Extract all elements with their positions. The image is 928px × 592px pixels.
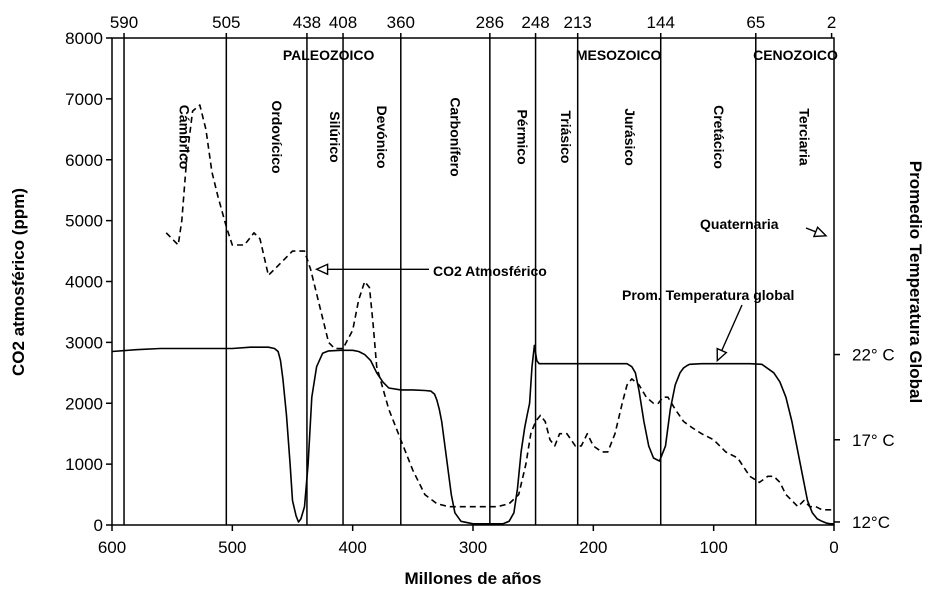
period-label: Silúrico — [327, 111, 343, 162]
right-axis-title: Promedio Temperatura Global — [906, 161, 925, 403]
right-tick-label: 12°C — [852, 513, 890, 532]
y-tick-label: 7000 — [65, 90, 103, 109]
top-tick-label: 505 — [212, 13, 240, 32]
top-tick-label: 248 — [521, 13, 549, 32]
x-axis-title: Millones de años — [405, 569, 542, 588]
period-label: Jurásico — [622, 108, 638, 166]
x-tick-label: 300 — [459, 538, 487, 557]
temperature-annotation-label: Prom. Temperatura global — [622, 287, 794, 303]
x-tick-label: 200 — [579, 538, 607, 557]
period-label: Carbonífero — [447, 97, 463, 176]
period-label: Cámbrico — [177, 105, 193, 170]
era-label: MESOZOICO — [576, 47, 662, 63]
x-tick-label: 0 — [829, 538, 838, 557]
y-tick-label: 0 — [94, 516, 103, 535]
period-label: Ordovícico — [269, 100, 285, 173]
annotation-arrowhead — [812, 225, 828, 238]
annotation-arrowhead — [314, 263, 329, 276]
period-label: Terciaria — [796, 108, 812, 166]
x-tick-label: 500 — [218, 538, 246, 557]
annotation-arrowhead — [716, 347, 728, 363]
y-tick-label: 5000 — [65, 212, 103, 231]
period-label: Cretácico — [711, 105, 727, 169]
y-tick-label: 1000 — [65, 455, 103, 474]
era-labels: PALEOZOICO MESOZOICO CENOZOICO — [283, 47, 838, 63]
y-tick-label: 6000 — [65, 151, 103, 170]
annotations: CO2 Atmosférico Prom. Temperatura global Q… — [314, 216, 828, 363]
annotation-arrow — [720, 304, 743, 352]
y-tick-label: 4000 — [65, 273, 103, 292]
top-axis-ticks: 590 505 438 408 360 286 248 213 144 65 2 — [110, 13, 836, 38]
top-tick-label: 213 — [564, 13, 592, 32]
right-tick-label: 22° C — [852, 346, 895, 365]
era-label: CENOZOICO — [753, 47, 838, 63]
period-labels: Cámbrico Ordovícico Silúrico Devónico Carbon… — [177, 97, 813, 176]
period-label: Devónico — [374, 105, 390, 168]
right-axis-ticks: 22° C 17° C 12°C — [834, 346, 895, 532]
period-label: Triásico — [558, 111, 574, 164]
top-tick-label: 408 — [329, 13, 357, 32]
series-group — [111, 104, 834, 525]
co2-series-line — [165, 104, 833, 511]
temperature-series-line — [111, 344, 834, 525]
top-tick-label: 65 — [746, 13, 765, 32]
x-tick-label: 400 — [338, 538, 366, 557]
top-tick-label: 438 — [293, 13, 321, 32]
quaternaria-annotation-label: Quaternaria — [700, 216, 779, 232]
y-tick-label: 8000 — [65, 29, 103, 48]
top-tick-label: 360 — [387, 13, 415, 32]
top-tick-label: 286 — [476, 13, 504, 32]
right-tick-label: 17° C — [852, 431, 895, 450]
y-tick-label: 3000 — [65, 333, 103, 352]
top-tick-label: 144 — [647, 13, 675, 32]
period-label: Pérmico — [515, 109, 531, 164]
y-axis-ticks: 0 1000 2000 3000 4000 5000 6000 7000 8000 — [65, 29, 112, 535]
top-tick-label: 2 — [827, 13, 836, 32]
x-axis-ticks: 600 500 400 300 200 100 0 — [98, 525, 839, 557]
period-boundaries — [123, 38, 757, 525]
y-axis-title: CO2 atmosférico (ppm) — [9, 188, 28, 376]
top-tick-label: 590 — [110, 13, 138, 32]
x-tick-label: 100 — [699, 538, 727, 557]
x-tick-label: 600 — [98, 538, 126, 557]
era-label: PALEOZOICO — [283, 47, 375, 63]
co2-annotation-label: CO2 Atmosférico — [433, 263, 547, 279]
y-tick-label: 2000 — [65, 394, 103, 413]
